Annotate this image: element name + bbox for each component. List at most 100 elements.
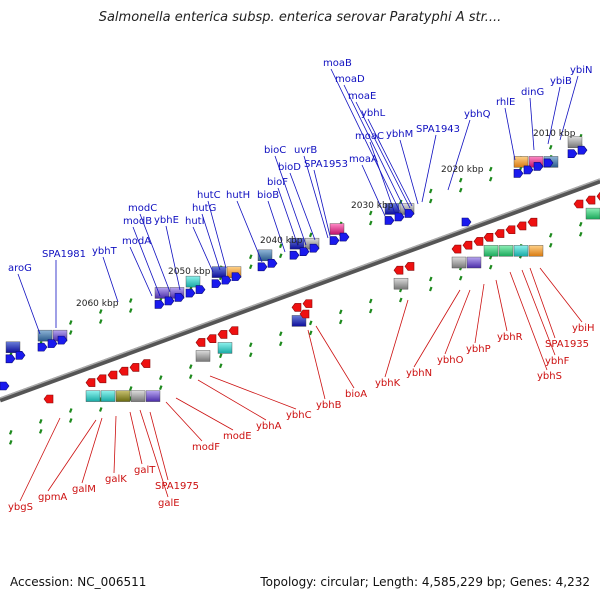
gene-label-SPA1953[interactable]: SPA1953 bbox=[304, 159, 348, 170]
reverse-gene-arrow[interactable] bbox=[299, 309, 310, 319]
forward-gene-arrow[interactable] bbox=[267, 259, 278, 268]
forward-gene-arrow[interactable] bbox=[0, 381, 10, 391]
reverse-gene-arrow[interactable] bbox=[505, 225, 516, 235]
gene-label-bioB[interactable]: bioB bbox=[257, 190, 279, 201]
gene-label-galM[interactable]: galM bbox=[72, 484, 96, 495]
forward-gene-arrow[interactable] bbox=[299, 247, 310, 256]
gene-feature-bar[interactable] bbox=[5, 341, 21, 354]
gene-label-ybiB[interactable]: ybiB bbox=[550, 76, 572, 87]
forward-gene-arrow[interactable] bbox=[154, 300, 165, 309]
gene-label-hutG[interactable]: hutG bbox=[192, 203, 216, 214]
gene-label-aroG[interactable]: aroG bbox=[8, 263, 32, 274]
forward-gene-arrow[interactable] bbox=[221, 275, 232, 285]
gene-label-bioA[interactable]: bioA bbox=[345, 389, 367, 400]
gene-label-ybiN[interactable]: ybiN bbox=[570, 65, 593, 76]
gene-feature-bar[interactable] bbox=[483, 245, 499, 257]
reverse-gene-arrow[interactable] bbox=[573, 199, 584, 209]
gene-label-SPA1943[interactable]: SPA1943 bbox=[416, 124, 460, 135]
gene-label-ybhE[interactable]: ybhE bbox=[154, 215, 179, 226]
gene-feature-bar[interactable] bbox=[217, 342, 233, 354]
forward-gene-arrow[interactable] bbox=[567, 149, 578, 158]
reverse-gene-arrow[interactable] bbox=[527, 217, 538, 227]
reverse-gene-arrow[interactable] bbox=[462, 240, 473, 250]
gene-label-ybhC[interactable]: ybhC bbox=[286, 410, 312, 421]
gene-label-modE[interactable]: modE bbox=[223, 431, 252, 442]
reverse-gene-arrow[interactable] bbox=[596, 192, 600, 201]
reverse-gene-arrow[interactable] bbox=[404, 262, 415, 271]
reverse-gene-arrow[interactable] bbox=[43, 394, 54, 404]
gene-feature-bar[interactable] bbox=[329, 223, 345, 235]
forward-gene-arrow[interactable] bbox=[394, 212, 405, 222]
gene-label-modC[interactable]: modC bbox=[128, 203, 157, 214]
gene-label-SPA1981[interactable]: SPA1981 bbox=[42, 249, 86, 260]
forward-gene-arrow[interactable] bbox=[185, 288, 196, 298]
gene-label-uvrB[interactable]: uvrB bbox=[294, 145, 317, 156]
forward-gene-arrow[interactable] bbox=[339, 232, 350, 242]
gene-label-hutI[interactable]: hutI bbox=[185, 216, 205, 227]
gene-label-dinG[interactable]: dinG bbox=[521, 87, 544, 98]
gene-label-ybiH[interactable]: ybiH bbox=[572, 323, 595, 334]
reverse-gene-arrow[interactable] bbox=[129, 363, 140, 372]
gene-label-bioD[interactable]: bioD bbox=[278, 162, 301, 173]
gene-feature-bar[interactable] bbox=[498, 245, 514, 257]
gene-feature-bar[interactable] bbox=[257, 249, 273, 262]
gene-label-ybhF[interactable]: ybhF bbox=[545, 356, 570, 367]
reverse-gene-arrow[interactable] bbox=[195, 338, 206, 347]
reverse-gene-arrow[interactable] bbox=[107, 370, 118, 380]
gene-feature-bar[interactable] bbox=[37, 329, 53, 342]
gene-label-ybhO[interactable]: ybhO bbox=[437, 355, 464, 366]
gene-feature-bar[interactable] bbox=[85, 390, 101, 402]
gene-label-ybhL[interactable]: ybhL bbox=[361, 108, 386, 119]
reverse-gene-arrow[interactable] bbox=[302, 299, 313, 308]
gene-label-rhlE[interactable]: rhlE bbox=[496, 97, 515, 108]
forward-gene-arrow[interactable] bbox=[404, 209, 415, 218]
gene-feature-bar[interactable] bbox=[115, 390, 131, 402]
gene-label-ybhR[interactable]: ybhR bbox=[497, 332, 523, 343]
forward-gene-arrow[interactable] bbox=[543, 158, 554, 168]
gene-label-ybhA[interactable]: ybhA bbox=[256, 421, 282, 432]
forward-gene-arrow[interactable] bbox=[309, 243, 320, 253]
gene-label-modF[interactable]: modF bbox=[192, 442, 220, 453]
forward-gene-arrow[interactable] bbox=[174, 293, 185, 302]
reverse-gene-arrow[interactable] bbox=[118, 366, 129, 376]
reverse-gene-arrow[interactable] bbox=[85, 378, 96, 387]
reverse-gene-arrow[interactable] bbox=[473, 237, 484, 246]
gene-label-bioF[interactable]: bioF bbox=[267, 177, 288, 188]
reverse-gene-arrow[interactable] bbox=[483, 233, 494, 242]
gene-feature-bar[interactable] bbox=[154, 287, 170, 299]
forward-gene-arrow[interactable] bbox=[523, 165, 534, 175]
gene-feature-bar[interactable] bbox=[567, 136, 583, 148]
reverse-gene-arrow[interactable] bbox=[291, 303, 302, 312]
gene-label-ybhP[interactable]: ybhP bbox=[466, 344, 491, 355]
forward-gene-arrow[interactable] bbox=[211, 279, 222, 288]
gene-label-SPA1975[interactable]: SPA1975 bbox=[155, 481, 199, 492]
gene-label-ybhS[interactable]: ybhS bbox=[537, 371, 562, 382]
gene-label-hutH[interactable]: hutH bbox=[226, 190, 250, 201]
reverse-gene-arrow[interactable] bbox=[206, 334, 217, 343]
forward-gene-arrow[interactable] bbox=[164, 296, 175, 306]
forward-gene-arrow[interactable] bbox=[57, 335, 68, 345]
reverse-gene-arrow[interactable] bbox=[585, 195, 596, 205]
forward-gene-arrow[interactable] bbox=[5, 354, 16, 364]
gene-feature-bar[interactable] bbox=[185, 275, 201, 288]
gene-label-ybhQ[interactable]: ybhQ bbox=[464, 109, 491, 120]
forward-gene-arrow[interactable] bbox=[47, 339, 58, 348]
gene-label-galK[interactable]: galK bbox=[105, 474, 127, 485]
reverse-gene-arrow[interactable] bbox=[516, 221, 527, 231]
gene-label-ybhN[interactable]: ybhN bbox=[406, 368, 432, 379]
forward-gene-arrow[interactable] bbox=[195, 285, 206, 294]
gene-label-hutC[interactable]: hutC bbox=[197, 190, 221, 201]
forward-gene-arrow[interactable] bbox=[513, 169, 524, 178]
gene-feature-bar[interactable] bbox=[513, 156, 529, 168]
reverse-gene-arrow[interactable] bbox=[96, 374, 107, 384]
gene-label-modB[interactable]: modB bbox=[123, 216, 152, 227]
gene-label-ybhK[interactable]: ybhK bbox=[375, 378, 401, 389]
forward-gene-arrow[interactable] bbox=[289, 250, 300, 260]
forward-gene-arrow[interactable] bbox=[384, 216, 395, 225]
forward-gene-arrow[interactable] bbox=[577, 145, 588, 155]
gene-label-ybhM[interactable]: ybhM bbox=[386, 129, 413, 140]
reverse-gene-arrow[interactable] bbox=[451, 244, 462, 254]
gene-label-bioC[interactable]: bioC bbox=[264, 145, 286, 156]
reverse-gene-arrow[interactable] bbox=[217, 330, 228, 339]
gene-label-moaC[interactable]: moaC bbox=[355, 131, 384, 142]
